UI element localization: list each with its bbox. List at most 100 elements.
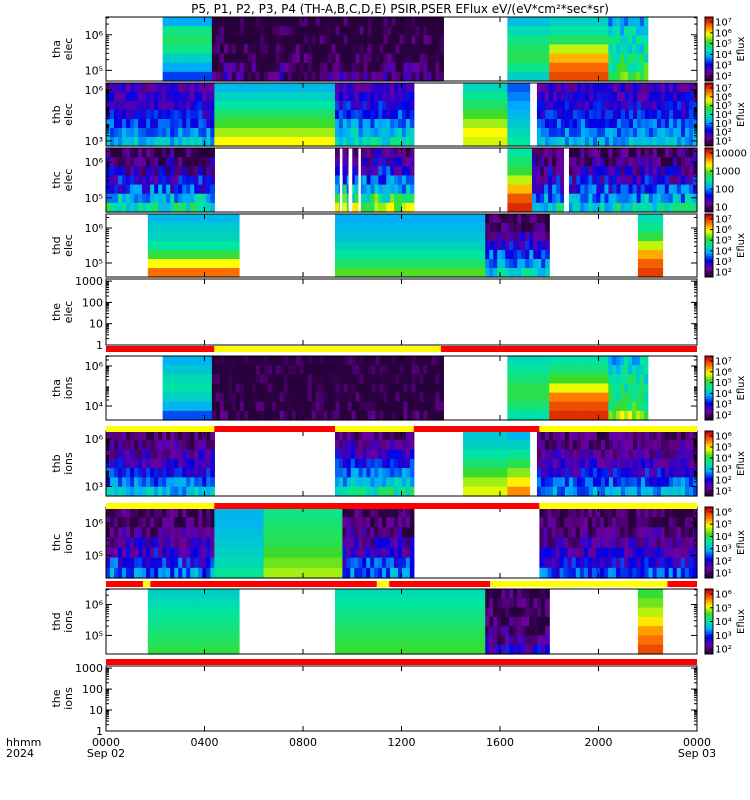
spectrogram-cell xyxy=(366,166,372,177)
spectrogram-cell xyxy=(608,26,613,36)
spectrogram-cell xyxy=(692,547,698,559)
colorbar-label: 10³ xyxy=(715,465,732,476)
spectrogram-cell xyxy=(134,527,139,539)
colorbar-swatch xyxy=(705,483,713,486)
spectrogram-cell xyxy=(342,128,348,138)
spectrogram-cell xyxy=(596,137,602,147)
spectrogram-cell xyxy=(126,101,131,111)
spectrogram-cell xyxy=(170,468,175,479)
spectrogram-cell xyxy=(219,44,225,55)
spectrogram-cell xyxy=(600,137,606,147)
spectrogram-cell xyxy=(509,214,514,224)
spectrogram-cell xyxy=(463,110,475,120)
spectrogram-cell xyxy=(323,401,329,412)
spectrogram-cell xyxy=(216,626,229,637)
spectrogram-cell xyxy=(631,62,637,73)
spectrogram-cell xyxy=(401,507,407,518)
spectrogram-cell xyxy=(355,17,361,27)
spectrogram-cell xyxy=(556,128,562,138)
spectrogram-cell xyxy=(347,356,353,366)
spectrogram-cell xyxy=(463,137,475,147)
spectrogram-cell xyxy=(346,440,352,451)
spectrogram-cell xyxy=(199,374,213,385)
spectrogram-cell xyxy=(560,137,566,147)
spectrogram-cell xyxy=(126,431,131,441)
spectrogram-cell xyxy=(198,557,203,569)
spectrogram-cell xyxy=(374,517,379,528)
spectrogram-cell xyxy=(378,537,383,549)
spectrogram-cell xyxy=(202,527,207,539)
spectrogram-cell xyxy=(194,110,199,120)
spectrogram-cell xyxy=(174,567,179,579)
spectrogram-cell xyxy=(210,449,215,460)
spectrogram-cell xyxy=(159,268,172,278)
spectrogram-cell xyxy=(162,53,176,64)
spectrogram-cell xyxy=(583,527,589,539)
spectrogram-cell xyxy=(415,401,421,412)
spectrogram-cell xyxy=(643,401,649,412)
spectrogram-cell xyxy=(544,166,549,177)
spectrogram-cell xyxy=(620,365,625,375)
colorbar-label: 10¹ xyxy=(715,487,732,498)
spectrogram-cell xyxy=(227,644,240,655)
spectrogram-cell xyxy=(335,35,341,46)
spectrogram-cell xyxy=(363,26,369,36)
spectrogram-cell xyxy=(616,71,621,82)
colorbar-swatch xyxy=(705,383,713,387)
spectrogram-cell xyxy=(206,137,211,147)
spectrogram-cell xyxy=(394,148,399,158)
spectrogram-cell xyxy=(572,175,577,186)
spectrogram-cell xyxy=(382,527,387,539)
spectrogram-cell xyxy=(166,507,171,518)
spectrogram-cell xyxy=(366,431,372,441)
spectrogram-cell xyxy=(620,527,625,539)
spectrogram-cell xyxy=(215,410,221,421)
spectrogram-cell xyxy=(616,537,621,549)
spectrogram-cell xyxy=(493,250,498,260)
spectrogram-cell xyxy=(178,547,183,559)
spectrogram-cell xyxy=(354,166,360,177)
spectrogram-cell xyxy=(631,44,637,55)
spectrogram-cell xyxy=(146,517,151,528)
spectrogram-cell xyxy=(660,477,666,488)
spectrogram-cell xyxy=(656,458,662,469)
colorbar-swatch xyxy=(705,169,713,172)
spectrogram-cell xyxy=(374,83,379,93)
spectrogram-cell xyxy=(650,250,664,260)
spectrogram-cell xyxy=(231,392,237,403)
spectrogram-cell xyxy=(391,410,397,421)
spectrogram-cell xyxy=(297,547,310,559)
spectrogram-cell xyxy=(395,71,401,82)
spectrogram-cell xyxy=(405,184,411,195)
spectrogram-cell xyxy=(521,62,536,73)
spectrogram-cell xyxy=(122,527,127,539)
spectrogram-cell xyxy=(575,567,581,579)
spectrogram-cell xyxy=(122,202,127,213)
spectrogram-cell xyxy=(263,17,269,27)
spectrogram-cell xyxy=(223,44,229,55)
spectrogram-cell xyxy=(608,119,614,129)
spectrogram-cell xyxy=(689,137,694,147)
spectrogram-cell xyxy=(409,547,415,559)
spectrogram-cell xyxy=(576,440,582,451)
spectrogram-cell xyxy=(322,137,336,147)
colorbar-swatch xyxy=(705,199,713,202)
colorbar-swatch xyxy=(705,549,713,553)
spectrogram-cell xyxy=(668,567,674,579)
spectrogram-cell xyxy=(644,517,650,528)
spectrogram-cell xyxy=(335,202,340,213)
spectrogram-cell xyxy=(110,83,115,93)
spectrogram-cell xyxy=(295,401,301,412)
spectrogram-cell xyxy=(640,458,646,469)
spectrogram-cell xyxy=(374,184,379,195)
spectrogram-cell xyxy=(204,644,217,655)
spectrogram-cell xyxy=(680,193,686,204)
spectrogram-cell xyxy=(560,101,566,111)
spectrogram-cell xyxy=(409,110,415,120)
spectrogram-cell xyxy=(162,92,167,102)
spectrogram-cell xyxy=(608,468,614,479)
spectrogram-cell xyxy=(187,26,201,36)
spectrogram-cell xyxy=(507,17,522,27)
spectrogram-cell xyxy=(310,110,324,120)
